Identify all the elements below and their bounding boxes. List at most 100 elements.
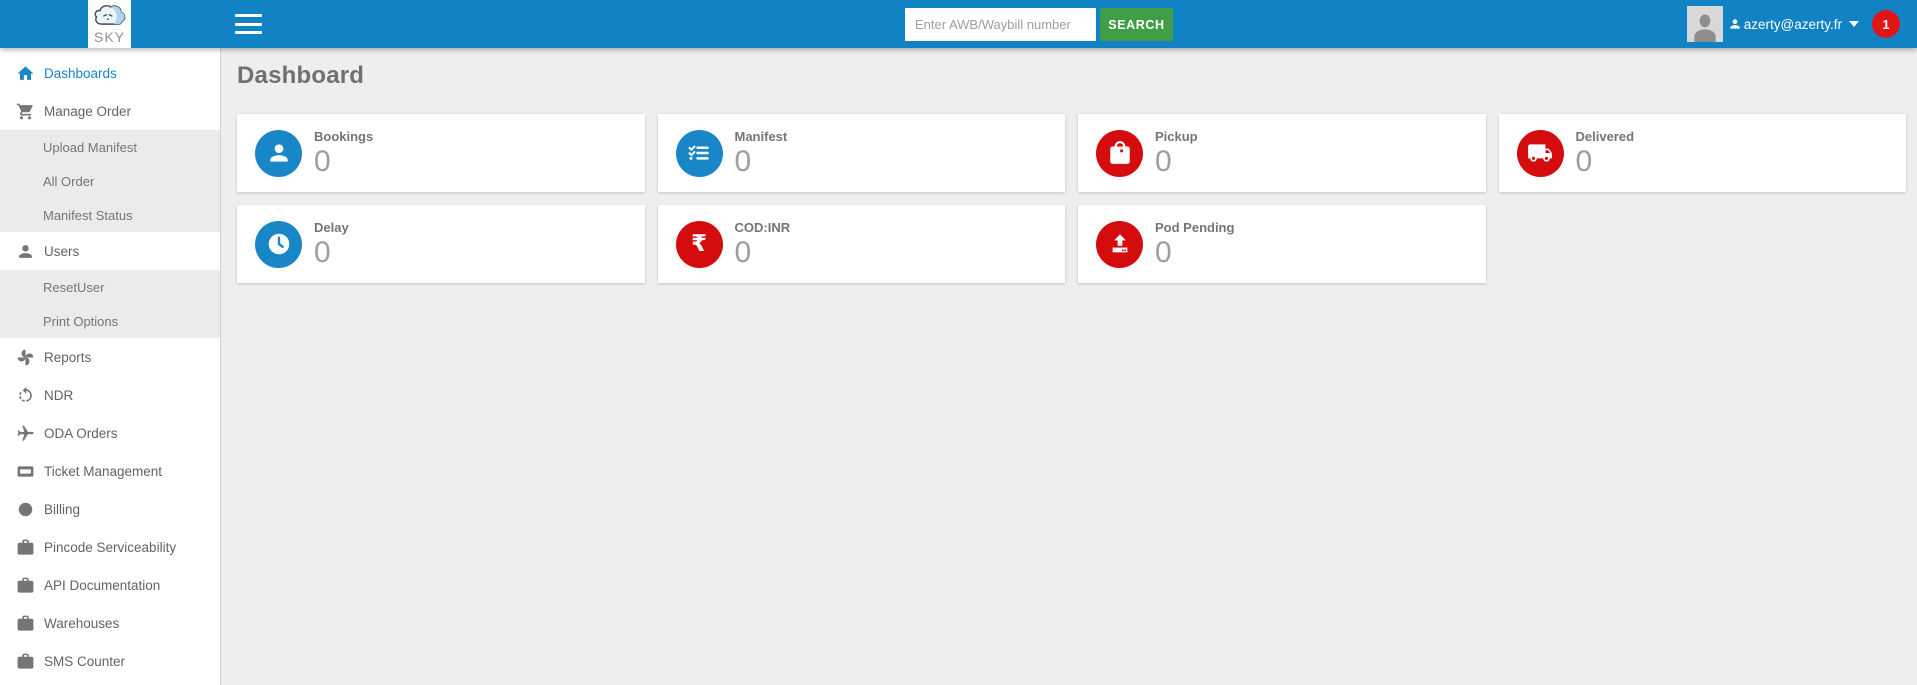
briefcase-icon <box>16 614 35 633</box>
sidebar-item-label: NDR <box>44 387 74 403</box>
card-text: Delay 0 <box>314 220 349 269</box>
cloud-logo-icon <box>94 5 125 26</box>
user-menu[interactable]: azerty@azerty.fr <box>1728 17 1859 32</box>
card-label: Delay <box>314 219 349 235</box>
sidebar-item-label: Dashboards <box>44 65 117 81</box>
person-icon <box>16 242 35 261</box>
truck-icon <box>1516 129 1564 177</box>
sidebar-item-label: Warehouses <box>44 615 120 631</box>
avatar-person-icon <box>1694 14 1716 42</box>
sidebar-item-upload-manifest[interactable]: Upload Manifest <box>0 130 220 164</box>
sidebar-item-ticket-management[interactable]: Ticket Management <box>0 452 220 490</box>
upload-icon <box>1096 220 1143 268</box>
page-title: Dashboard <box>237 62 365 89</box>
sidebar-item-label: Upload Manifest <box>43 139 137 155</box>
logo-text: SKY <box>93 29 125 45</box>
card-pickup: Pickup 0 <box>1078 114 1486 192</box>
sidebar-item-ndr[interactable]: NDR <box>0 376 220 414</box>
card-value: 0 <box>1155 144 1172 178</box>
card-text: Pod Pending 0 <box>1155 220 1234 269</box>
sidebar-item-resetuser[interactable]: ResetUser <box>0 270 220 304</box>
sidebar-item-print-options[interactable]: Print Options <box>0 304 220 338</box>
card-text: Delivered 0 <box>1576 129 1635 178</box>
sidebar-item-billing[interactable]: Billing <box>0 490 220 528</box>
search-button[interactable]: SEARCH <box>1100 8 1173 41</box>
card-delay: Delay 0 <box>237 205 645 283</box>
card-label: Pod Pending <box>1155 219 1235 235</box>
card-bookings: Bookings 0 <box>237 114 645 192</box>
card-text: COD:INR 0 <box>735 220 791 269</box>
card-label: Pickup <box>1155 128 1198 144</box>
hamburger-icon <box>235 14 262 17</box>
rupee-icon: ₹ <box>675 220 723 268</box>
sidebar-item-pincode-serviceability[interactable]: Pincode Serviceability <box>0 528 220 566</box>
sidebar-item-label: Reports <box>44 349 92 365</box>
sidebar-item-label: SMS Counter <box>44 653 126 669</box>
hamburger-icon <box>235 22 262 26</box>
home-icon <box>16 64 35 83</box>
person-icon <box>255 129 302 177</box>
sidebar-item-label: API Documentation <box>44 577 161 593</box>
caret-down-icon <box>1849 21 1859 27</box>
card-value: 0 <box>314 235 331 269</box>
sidebar-item-oda-orders[interactable]: ODA Orders <box>0 414 220 452</box>
sidebar-item-label: ODA Orders <box>44 425 118 441</box>
avatar[interactable] <box>1686 6 1723 42</box>
app-logo[interactable]: SKY <box>88 0 131 48</box>
card-value: 0 <box>734 235 752 269</box>
sidebar-item-label: Ticket Management <box>44 463 163 479</box>
undo-icon <box>16 386 35 405</box>
card-value: 0 <box>314 144 331 178</box>
briefcase-icon <box>16 538 35 557</box>
card-pod-pending: Pod Pending 0 <box>1078 205 1486 283</box>
card-label: Manifest <box>734 128 788 144</box>
sidebar-item-label: Manifest Status <box>43 207 133 223</box>
cart-icon <box>16 102 35 121</box>
dashboard-cards: Bookings 0 Manifest 0 Pickup 0 Delivered 0 Delay… <box>237 114 1906 283</box>
topbar: SKY SEARCH azerty@azerty.fr 1 <box>0 0 1917 48</box>
awb-search: SEARCH <box>905 8 1173 41</box>
sidebar-item-reports[interactable]: Reports <box>0 338 220 376</box>
sidebar-item-label: Billing <box>44 501 81 517</box>
sidebar: Dashboards Manage Order Upload Manifest All… <box>0 48 221 685</box>
sidebar-item-sms-counter[interactable]: SMS Counter <box>0 642 220 680</box>
card-value: 0 <box>1575 144 1593 178</box>
sidebar-item-label: Print Options <box>43 313 119 329</box>
card-text: Manifest 0 <box>735 129 788 178</box>
main-content: Dashboard Bookings 0 Manifest 0 Pickup 0 Deliv… <box>222 48 1917 685</box>
card-manifest: Manifest 0 <box>657 114 1065 192</box>
checklist-icon <box>675 129 723 177</box>
card-value: 0 <box>734 144 752 178</box>
sidebar-item-manifest-status[interactable]: Manifest Status <box>0 198 220 232</box>
card-label: Delivered <box>1575 128 1635 144</box>
hamburger-menu-button[interactable] <box>235 12 263 36</box>
card-text: Bookings 0 <box>314 129 373 178</box>
sidebar-item-warehouses[interactable]: Warehouses <box>0 604 220 642</box>
user-cluster: azerty@azerty.fr 1 <box>1686 0 1900 48</box>
card-label: Bookings <box>314 128 374 144</box>
briefcase-icon <box>16 652 35 671</box>
fan-icon <box>16 348 35 367</box>
sidebar-item-dashboards[interactable]: Dashboards <box>0 54 220 92</box>
notification-badge[interactable]: 1 <box>1872 10 1900 38</box>
sidebar-item-label: Pincode Serviceability <box>44 539 177 555</box>
airplane-icon <box>16 424 35 443</box>
sidebar-item-label: All Order <box>43 173 95 189</box>
card-delivered: Delivered 0 <box>1498 114 1906 192</box>
search-input[interactable] <box>905 8 1096 41</box>
card-label: COD:INR <box>734 219 791 235</box>
card-cod-inr: ₹ COD:INR 0 <box>657 205 1065 283</box>
clock-icon <box>255 220 302 268</box>
sidebar-item-users[interactable]: Users <box>0 232 220 270</box>
user-icon <box>1728 17 1742 31</box>
sidebar-item-all-order[interactable]: All Order <box>0 164 220 198</box>
sidebar-item-manage-order[interactable]: Manage Order <box>0 92 220 130</box>
user-email: azerty@azerty.fr <box>1743 16 1842 32</box>
card-text: Pickup 0 <box>1155 129 1198 178</box>
sidebar-item-api-documentation[interactable]: API Documentation <box>0 566 220 604</box>
ticket-icon <box>16 462 35 481</box>
briefcase-icon <box>16 576 35 595</box>
sidebar-item-label: Manage Order <box>44 103 132 119</box>
hamburger-icon <box>235 31 262 34</box>
shopping-bag-icon <box>1096 129 1143 177</box>
